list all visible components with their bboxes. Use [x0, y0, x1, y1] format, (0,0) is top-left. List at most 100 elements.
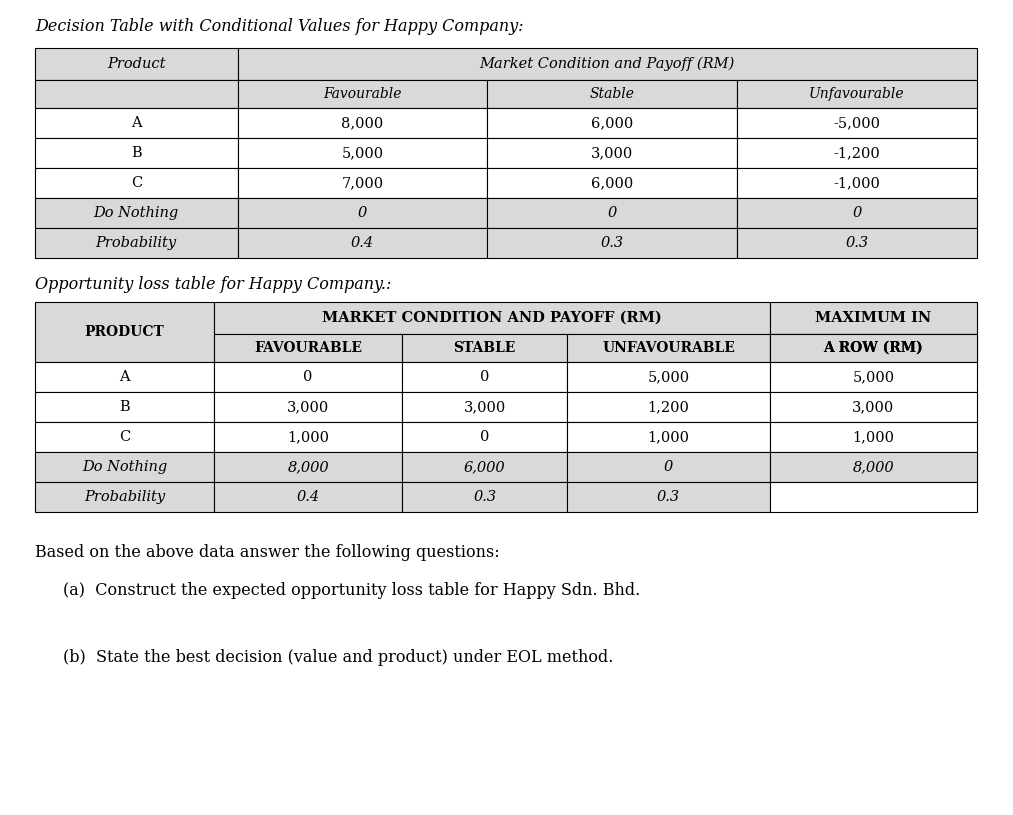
Bar — [770, 392, 977, 422]
Text: Market Condition and Payoff (RM): Market Condition and Payoff (RM) — [479, 57, 735, 71]
Bar — [35, 228, 237, 258]
Bar — [487, 228, 736, 258]
Bar — [35, 138, 237, 168]
Bar — [770, 482, 977, 512]
Bar — [487, 138, 736, 168]
Text: 8,000: 8,000 — [288, 460, 329, 474]
Text: 6,000: 6,000 — [591, 176, 633, 190]
Bar — [35, 452, 214, 482]
Text: Opportunity loss table for Happy Company.:: Opportunity loss table for Happy Company… — [35, 276, 391, 293]
Bar — [770, 334, 977, 362]
Bar — [214, 422, 402, 452]
Bar — [214, 482, 402, 512]
Text: 1,000: 1,000 — [852, 430, 894, 444]
Bar — [237, 168, 487, 198]
Text: 0: 0 — [608, 206, 617, 220]
Text: 0: 0 — [480, 430, 489, 444]
Bar — [487, 168, 736, 198]
Bar — [567, 452, 770, 482]
Text: 0: 0 — [480, 370, 489, 384]
Bar — [567, 482, 770, 512]
Text: 0: 0 — [852, 206, 861, 220]
Bar — [35, 80, 237, 108]
Text: Stable: Stable — [590, 87, 634, 101]
Text: 3,000: 3,000 — [464, 400, 505, 414]
Text: 0.4: 0.4 — [297, 490, 320, 504]
Bar — [35, 392, 214, 422]
Text: Unfavourable: Unfavourable — [809, 87, 905, 101]
Bar — [770, 422, 977, 452]
Bar — [487, 80, 736, 108]
Bar — [567, 362, 770, 392]
Text: STABLE: STABLE — [454, 341, 516, 355]
Bar — [770, 302, 977, 334]
Bar — [35, 108, 237, 138]
Text: 0.3: 0.3 — [845, 236, 868, 250]
Text: 3,000: 3,000 — [852, 400, 894, 414]
Text: -5,000: -5,000 — [834, 116, 880, 130]
Bar — [237, 48, 977, 80]
Bar — [402, 334, 567, 362]
Text: Probability: Probability — [84, 490, 165, 504]
Text: 5,000: 5,000 — [341, 146, 383, 160]
Text: 7,000: 7,000 — [341, 176, 383, 190]
Text: 3,000: 3,000 — [591, 146, 633, 160]
Text: A ROW (RM): A ROW (RM) — [824, 341, 923, 355]
Bar — [487, 198, 736, 228]
Text: Probability: Probability — [95, 236, 177, 250]
Bar — [402, 452, 567, 482]
Text: MAXIMUM IN: MAXIMUM IN — [815, 311, 932, 325]
Text: 3,000: 3,000 — [287, 400, 329, 414]
Bar — [237, 198, 487, 228]
Bar — [487, 108, 736, 138]
Bar — [35, 422, 214, 452]
Bar — [237, 80, 487, 108]
Bar — [736, 198, 977, 228]
Bar — [214, 452, 402, 482]
Text: C: C — [131, 176, 142, 190]
Text: 0.3: 0.3 — [657, 490, 680, 504]
Text: Do Nothing: Do Nothing — [93, 206, 179, 220]
Bar — [214, 392, 402, 422]
Bar — [35, 362, 214, 392]
Text: 6,000: 6,000 — [464, 460, 505, 474]
Bar — [402, 422, 567, 452]
Bar — [35, 48, 237, 80]
Bar — [567, 334, 770, 362]
Bar — [770, 452, 977, 482]
Text: PRODUCT: PRODUCT — [85, 325, 164, 339]
Bar — [402, 392, 567, 422]
Text: A: A — [131, 116, 142, 130]
Bar — [402, 482, 567, 512]
Text: B: B — [120, 400, 130, 414]
Text: 1,200: 1,200 — [647, 400, 690, 414]
Bar — [736, 168, 977, 198]
Bar — [237, 228, 487, 258]
Bar — [214, 302, 770, 334]
Bar — [35, 198, 237, 228]
Text: 5,000: 5,000 — [647, 370, 690, 384]
Text: 5,000: 5,000 — [852, 370, 894, 384]
Text: -1,000: -1,000 — [834, 176, 880, 190]
Bar — [736, 138, 977, 168]
Bar — [770, 334, 977, 362]
Bar — [35, 482, 214, 512]
Text: 6,000: 6,000 — [591, 116, 633, 130]
Text: A: A — [120, 370, 130, 384]
Bar — [214, 334, 402, 362]
Text: C: C — [119, 430, 130, 444]
Bar — [237, 138, 487, 168]
Text: A ROW (RM): A ROW (RM) — [824, 341, 923, 355]
Bar — [736, 108, 977, 138]
Bar — [567, 392, 770, 422]
Text: FAVOURABLE: FAVOURABLE — [254, 341, 363, 355]
Text: MARKET CONDITION AND PAYOFF (RM): MARKET CONDITION AND PAYOFF (RM) — [322, 311, 661, 325]
Text: 0.3: 0.3 — [473, 490, 496, 504]
Text: 1,000: 1,000 — [287, 430, 329, 444]
Text: Product: Product — [107, 57, 165, 71]
Text: B: B — [131, 146, 142, 160]
Bar — [402, 362, 567, 392]
Text: (a)  Construct the expected opportunity loss table for Happy Sdn. Bhd.: (a) Construct the expected opportunity l… — [63, 582, 640, 599]
Text: Do Nothing: Do Nothing — [82, 460, 167, 474]
Bar — [35, 302, 214, 362]
